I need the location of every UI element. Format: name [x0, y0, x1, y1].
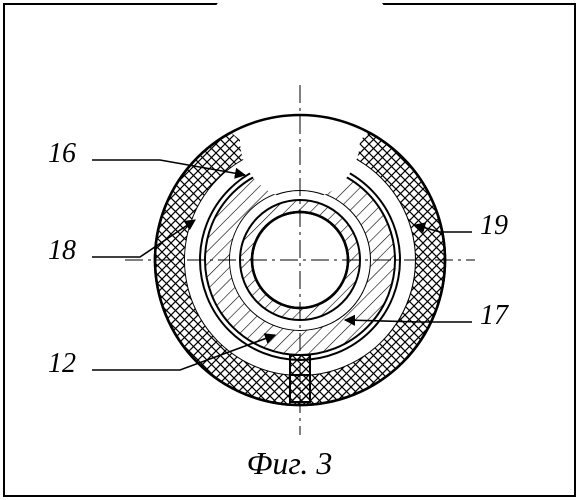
- callout-16: 16: [48, 138, 76, 170]
- cross-section-svg: [0, 0, 579, 500]
- callout-18: 18: [48, 235, 76, 267]
- diagram-container: Б-Б: [0, 0, 579, 500]
- callout-17: 17: [480, 300, 508, 332]
- callout-12: 12: [48, 348, 76, 380]
- figure-caption: Фиг. 3: [247, 445, 333, 482]
- callout-19: 19: [480, 210, 508, 242]
